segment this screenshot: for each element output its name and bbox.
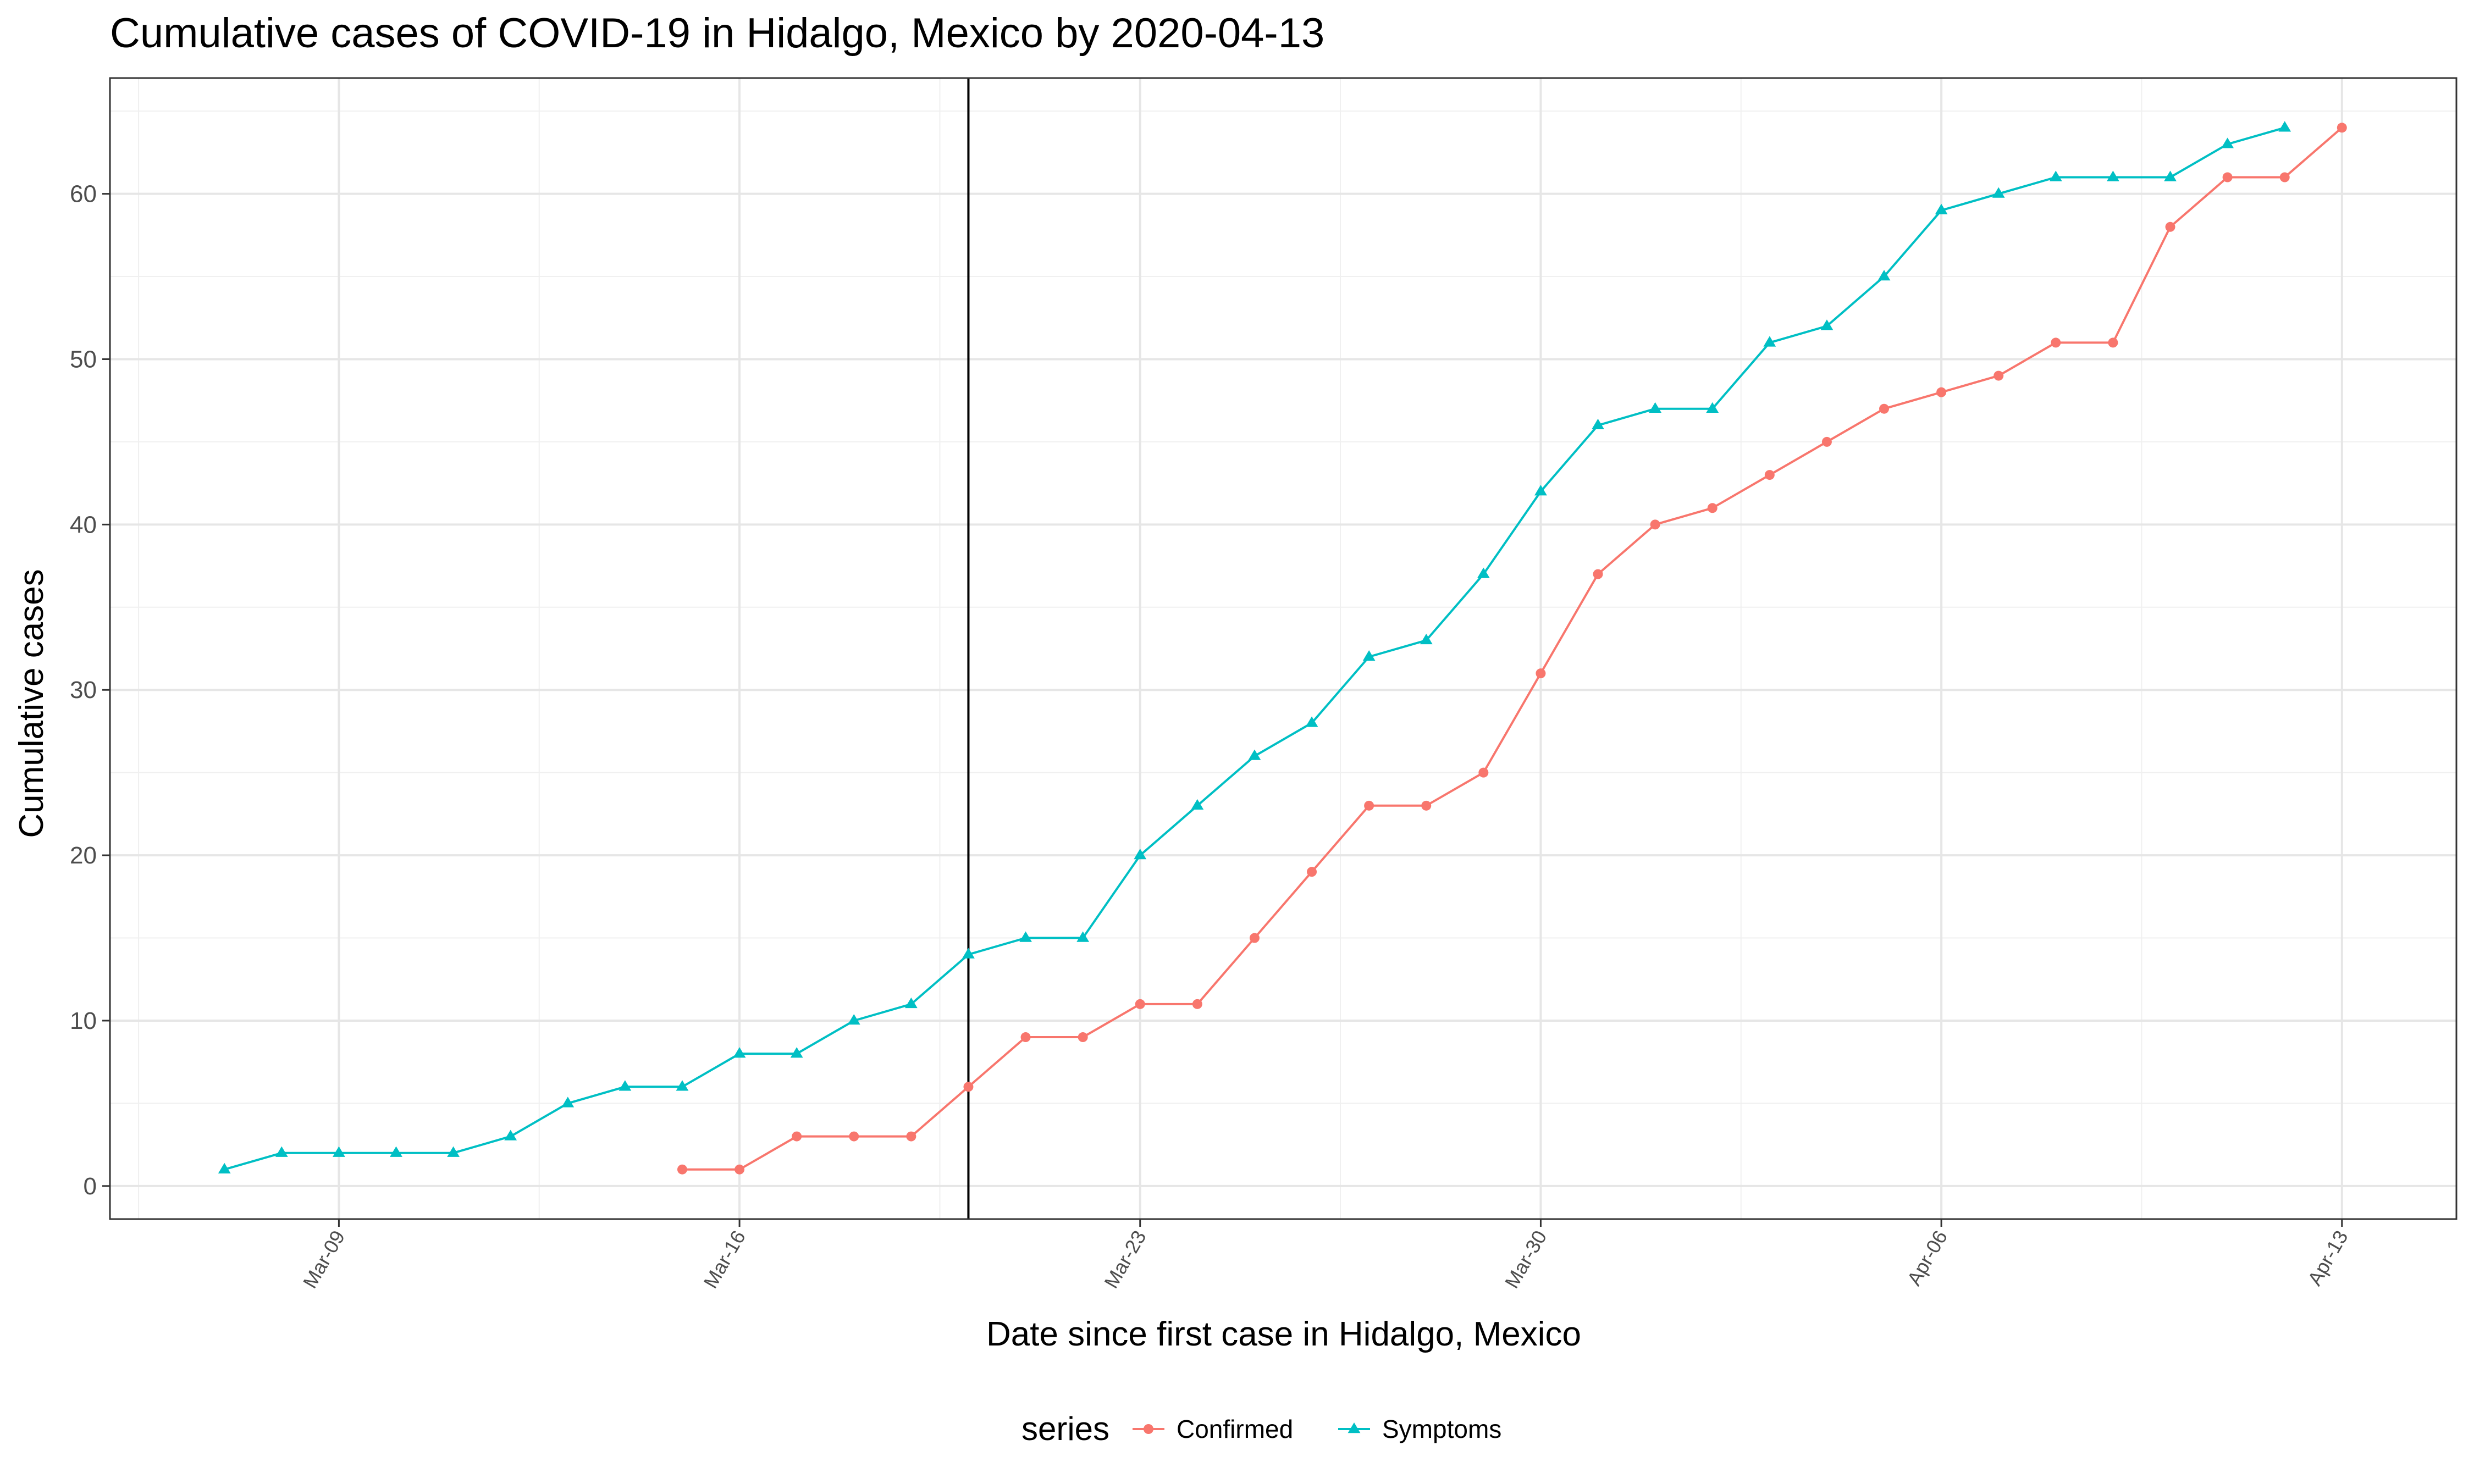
data-point-confirmed [1307, 867, 1317, 877]
data-point-confirmed [1478, 767, 1489, 778]
data-point-symptoms [1820, 319, 1834, 330]
panel-border [109, 77, 2458, 1220]
series-line-confirmed [682, 126, 2343, 1171]
data-point-confirmed [792, 1131, 802, 1142]
legend-title: series [1021, 1410, 1109, 1447]
chart-title: Cumulative cases of COVID-19 in Hidalgo,… [110, 10, 1324, 57]
data-point-symptoms [1305, 716, 1318, 727]
legend: series Confirmed Symptoms [1021, 1410, 1501, 1447]
data-point-symptoms [1935, 203, 1948, 214]
y-tick-label: 0 [84, 1173, 97, 1200]
data-point-confirmed [1249, 933, 1260, 943]
data-point-symptoms [1248, 749, 1261, 760]
data-point-confirmed [1993, 370, 2004, 381]
legend-label: Confirmed [1177, 1415, 1293, 1443]
data-point-confirmed [1421, 800, 1432, 811]
data-point-symptoms [1362, 650, 1376, 661]
data-point-symptoms [218, 1162, 231, 1173]
y-tick-label: 20 [70, 842, 97, 869]
data-point-symptoms [2278, 121, 2291, 132]
data-point-confirmed [2222, 172, 2233, 182]
grid [110, 78, 2456, 1219]
data-point-symptoms [390, 1146, 402, 1157]
data-point-confirmed [906, 1131, 916, 1142]
data-point-symptoms [1019, 931, 1032, 942]
data-point-symptoms [1134, 849, 1147, 860]
data-point-confirmed [1536, 668, 1546, 679]
panel-background [110, 78, 2456, 1219]
data-point-symptoms [275, 1146, 288, 1157]
data-point-confirmed [1364, 800, 1374, 811]
y-tick-label: 30 [70, 677, 97, 704]
data-point-symptoms [2164, 170, 2177, 181]
data-point-symptoms [847, 1014, 860, 1025]
data-point-symptoms [1649, 402, 1662, 413]
data-point-symptoms [1420, 633, 1433, 645]
y-tick-label: 40 [70, 511, 97, 538]
data-point-symptoms [1877, 270, 1891, 281]
legend-key-marker [1348, 1422, 1361, 1433]
data-point-confirmed [2051, 337, 2061, 348]
data-point-symptoms [1706, 402, 1719, 413]
data-point-symptoms [2049, 170, 2062, 181]
legend-items: Confirmed Symptoms [1133, 1415, 1501, 1443]
data-point-confirmed [1078, 1032, 1088, 1043]
legend-label: Symptoms [1382, 1415, 1501, 1443]
data-point-symptoms [962, 948, 975, 959]
data-point-confirmed [1707, 503, 1718, 513]
data-point-confirmed [1593, 569, 1603, 579]
data-point-confirmed [677, 1164, 687, 1175]
data-point-confirmed [1821, 436, 1832, 447]
data-point-symptoms [790, 1047, 803, 1058]
data-point-symptoms [332, 1146, 345, 1157]
data-point-symptoms [1763, 336, 1776, 347]
data-point-symptoms [1191, 799, 1204, 810]
x-axis-title: Date since first case in Hidalgo, Mexico [986, 1315, 1581, 1353]
data-point-confirmed [1020, 1032, 1031, 1043]
data-point-confirmed [1650, 519, 1660, 530]
data-point-symptoms [618, 1080, 632, 1091]
data-point-confirmed [1764, 470, 1775, 480]
series-confirmed [677, 123, 2347, 1175]
data-point-symptoms [904, 997, 918, 1009]
data-point-symptoms [1534, 485, 1547, 496]
data-point-confirmed [1192, 999, 1202, 1009]
data-point-symptoms [1076, 931, 1090, 942]
data-point-symptoms [1477, 567, 1490, 578]
data-point-confirmed [963, 1082, 974, 1092]
data-point-confirmed [2279, 172, 2290, 182]
legend-item-symptoms: Symptoms [1338, 1415, 1501, 1443]
data-point-confirmed [735, 1164, 745, 1175]
series-layer [218, 121, 2347, 1175]
data-point-confirmed [1135, 999, 1145, 1009]
data-point-symptoms [733, 1047, 746, 1058]
data-point-symptoms [447, 1146, 460, 1157]
series-symptoms [218, 121, 2291, 1173]
data-point-symptoms [2221, 137, 2234, 148]
data-point-confirmed [2337, 123, 2347, 133]
data-point-confirmed [2165, 222, 2175, 232]
legend-key-marker [1144, 1424, 1153, 1434]
data-point-symptoms [2107, 170, 2119, 181]
y-tick-label: 60 [70, 181, 97, 208]
data-point-symptoms [504, 1129, 517, 1140]
y-tick-label: 10 [70, 1007, 97, 1034]
data-point-confirmed [1879, 403, 1890, 414]
data-point-confirmed [1936, 387, 1947, 397]
data-point-symptoms [676, 1080, 689, 1091]
data-point-symptoms [1992, 187, 2005, 198]
data-point-confirmed [849, 1131, 859, 1142]
data-point-symptoms [561, 1097, 575, 1108]
data-point-symptoms [1592, 418, 1604, 430]
data-point-confirmed [2108, 337, 2118, 348]
legend-item-confirmed: Confirmed [1133, 1415, 1293, 1443]
y-tick-label: 50 [70, 346, 97, 373]
y-axis-title: Cumulative cases [13, 569, 51, 838]
